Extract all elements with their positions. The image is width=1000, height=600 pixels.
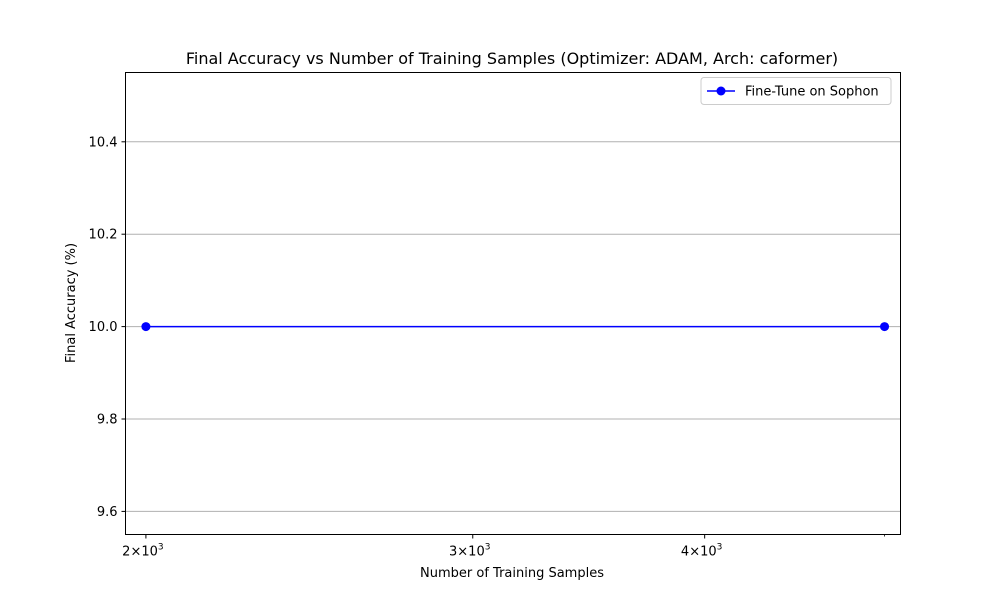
- legend-marker: [716, 86, 726, 96]
- legend-label: Fine-Tune on Sophon: [745, 85, 879, 100]
- y-axis: 9.6 9.8 10.0 10.2 10.4: [89, 135, 126, 520]
- y-tick-label: 9.6: [97, 505, 118, 520]
- series-layer: [141, 322, 890, 332]
- x-tick-exponent: 3: [485, 543, 491, 553]
- x-tick-exponent: 3: [158, 543, 164, 553]
- plot-frame: [125, 72, 901, 535]
- x-tick-base: 2×10: [122, 545, 158, 560]
- chart-title: Final Accuracy vs Number of Training Sam…: [186, 49, 838, 68]
- x-tick-base: 3×10: [449, 545, 485, 560]
- y-tick-label: 10.2: [89, 228, 118, 243]
- data-point: [880, 322, 890, 332]
- x-tick-label: 4×103: [681, 543, 722, 560]
- x-tick-exponent: 3: [717, 543, 723, 553]
- x-axis-label: Number of Training Samples: [420, 566, 604, 581]
- y-tick-label: 10.4: [89, 135, 118, 150]
- legend-box: [700, 77, 892, 105]
- legend: Fine-Tune on Sophon: [700, 77, 892, 105]
- y-tick-label: 9.8: [97, 413, 118, 428]
- x-tick-label: 3×103: [449, 543, 490, 560]
- x-axis: 2×103 3×103 4×103: [122, 534, 885, 560]
- data-point: [141, 322, 151, 332]
- y-axis-label: Final Accuracy (%): [64, 243, 79, 363]
- y-tick-label: 10.0: [89, 320, 118, 335]
- x-tick-base: 4×10: [681, 545, 717, 560]
- x-tick-label: 2×103: [122, 543, 163, 560]
